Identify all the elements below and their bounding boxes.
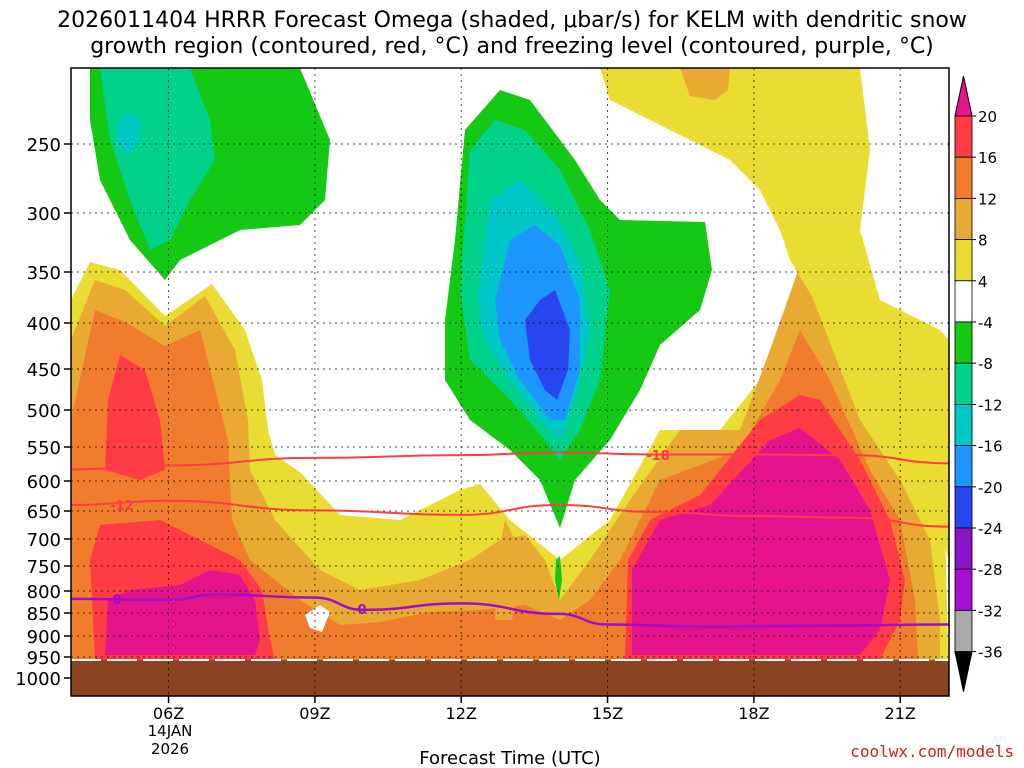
dgz-lower-contour-label: -12 xyxy=(110,499,134,514)
y-tick-label-300: 300 xyxy=(27,204,61,225)
y-tick-label-900: 900 xyxy=(27,627,61,648)
colorbar-band-8 xyxy=(954,445,973,488)
colorbar: 20 16 12 8 4 -4 -8 -12 -16 -20 -24 -28 -32 -36 xyxy=(954,75,1003,692)
x-tick-label-12Z: 12Z xyxy=(446,704,477,723)
omega-region-green-sliver xyxy=(555,556,562,600)
colorbar-band-1 xyxy=(954,156,973,199)
y-axis: 2503003504004505005506006507007508008509… xyxy=(15,135,71,690)
chart-title-line-2: growth region (contoured, red, °C) and f… xyxy=(90,34,934,59)
colorbar-label-13: -36 xyxy=(978,644,1003,662)
y-tick-label-350: 350 xyxy=(27,263,61,284)
date-label-year: 2026 xyxy=(151,740,189,758)
colorbar-band-9 xyxy=(954,486,973,529)
credit-text: coolwx.com/models xyxy=(850,742,1014,761)
colorbar-label-6: -8 xyxy=(978,355,993,373)
y-tick-label-250: 250 xyxy=(27,135,61,156)
omega-region-red xyxy=(105,355,165,480)
x-tick-label-09Z: 09Z xyxy=(299,704,330,723)
colorbar-label-11: -28 xyxy=(978,561,1003,579)
y-tick-label-750: 750 xyxy=(27,557,61,578)
colorbar-label-1: 16 xyxy=(978,149,997,167)
colorbar-label-5: -4 xyxy=(978,314,993,332)
omega-region-yellow-upper xyxy=(600,68,949,560)
colorbar-band-12 xyxy=(954,610,973,653)
colorbar-label-3: 8 xyxy=(978,232,988,250)
colorbar-band-10 xyxy=(954,527,973,570)
omega-region-orange-mid xyxy=(495,520,516,620)
colorbar-band-2 xyxy=(954,197,973,240)
colorbar-band-3 xyxy=(954,239,973,282)
y-tick-label-500: 500 xyxy=(27,401,61,422)
dgz-lower-contour xyxy=(71,499,949,528)
colorbar-band-11 xyxy=(954,568,973,611)
x-axis-title: Forecast Time (UTC) xyxy=(419,748,600,768)
colorbar-bottom-arrow xyxy=(954,651,973,692)
colorbar-band-5 xyxy=(954,321,973,364)
x-tick-label-15Z: 15Z xyxy=(592,704,623,723)
dgz-upper-contour xyxy=(71,451,949,471)
y-tick-label-600: 600 xyxy=(27,472,61,493)
plot-frame xyxy=(70,67,950,697)
freezing-level-contour xyxy=(71,593,949,629)
y-tick-label-850: 850 xyxy=(27,604,61,625)
colorbar-top-arrow xyxy=(954,75,973,117)
omega-shading xyxy=(71,68,949,696)
x-tick-label-18Z: 18Z xyxy=(738,704,769,723)
colorbar-band-4 xyxy=(954,280,973,323)
omega-region-magenta-right xyxy=(632,428,890,655)
colorbar-label-2: 12 xyxy=(978,190,997,208)
colorbar-label-7: -12 xyxy=(978,396,1003,414)
date-label-day: 14JAN xyxy=(148,722,193,740)
omega-region-cyan-left xyxy=(118,112,140,155)
colorbar-band-7 xyxy=(954,403,973,446)
colorbar-band-6 xyxy=(954,362,973,405)
freezing-contour-label-left: 0 xyxy=(112,593,121,608)
omega-region-orange-upper xyxy=(680,68,730,100)
y-tick-label-550: 550 xyxy=(27,438,61,459)
dgz-upper-contour-label: -18 xyxy=(646,449,670,464)
colorbar-label-9: -20 xyxy=(978,479,1003,497)
colorbar-label-12: -32 xyxy=(978,602,1003,620)
x-axis: 06Z 09Z 12Z 15Z 18Z 21Z xyxy=(153,696,916,723)
y-tick-label-400: 400 xyxy=(27,314,61,335)
omega-region-white-pocket xyxy=(305,605,330,632)
colorbar-label-0: 20 xyxy=(978,108,997,126)
colorbar-label-4: 4 xyxy=(978,273,988,291)
omega-region-darkblue-center xyxy=(525,290,570,400)
y-tick-label-450: 450 xyxy=(27,360,61,381)
y-tick-label-650: 650 xyxy=(27,502,61,523)
x-tick-label-06Z: 06Z xyxy=(153,704,184,723)
y-tick-label-950: 950 xyxy=(27,648,61,669)
chart-title-line-1: 2026011404 HRRR Forecast Omega (shaded, … xyxy=(57,8,967,33)
y-tick-label-800: 800 xyxy=(27,582,61,603)
colorbar-label-10: -24 xyxy=(978,520,1003,538)
colorbar-label-8: -16 xyxy=(978,438,1003,456)
colorbar-band-0 xyxy=(954,115,973,158)
ground xyxy=(71,660,949,696)
freezing-contour-label-mid: 0 xyxy=(357,603,366,618)
y-tick-label-1000: 1000 xyxy=(15,669,61,690)
y-tick-label-700: 700 xyxy=(27,530,61,551)
x-tick-label-21Z: 21Z xyxy=(885,704,916,723)
